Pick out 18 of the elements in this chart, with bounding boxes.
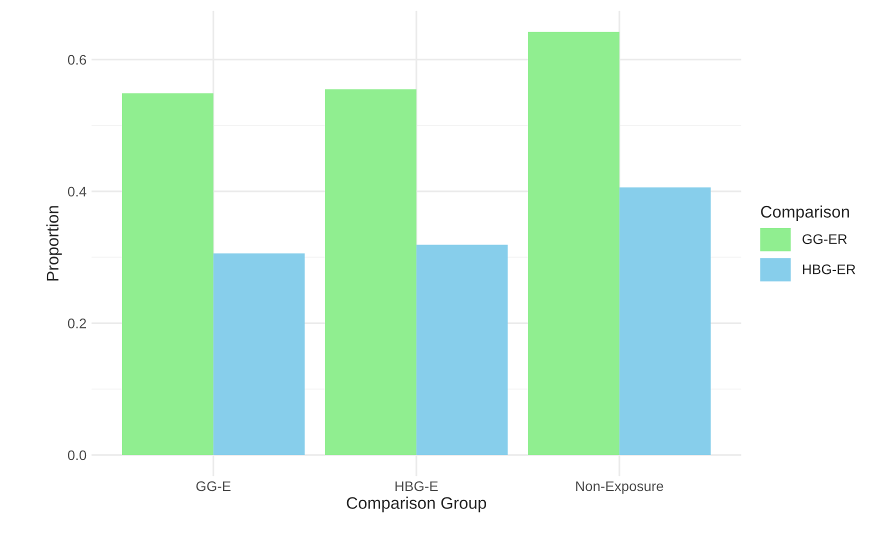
bar [325, 89, 416, 455]
bar [416, 244, 508, 455]
x-axis-title: Comparison Group [346, 496, 486, 512]
legend-label: HBG-ER [803, 264, 856, 274]
bar [619, 187, 711, 455]
bar [528, 32, 620, 455]
y-tick-label: 0.2 [68, 318, 86, 328]
x-tick-label: GG-E [196, 481, 231, 492]
legend-label: GG-ER [802, 234, 847, 244]
x-tick-label: HBG-E [396, 481, 438, 492]
x-tick-label: Non-Exposure [576, 481, 664, 494]
y-tick-label: 0.0 [68, 450, 86, 460]
bar [213, 253, 305, 455]
y-tick-label: 0.4 [68, 186, 86, 197]
y-tick-label: 0.6 [68, 54, 86, 65]
legend-title: Comparison [761, 205, 849, 222]
y-axis-title: Proportion [46, 206, 62, 281]
bar [122, 93, 214, 455]
